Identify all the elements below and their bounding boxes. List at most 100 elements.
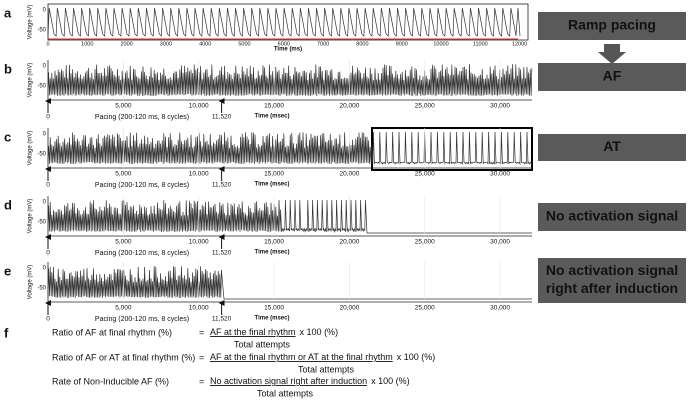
rhythm-label: Ramp pacing (568, 17, 656, 33)
formula-denominator: Total attempts (257, 388, 314, 398)
panel-letter: b (4, 61, 12, 76)
x-tick-label: 1000 (81, 41, 93, 47)
y-tick-label: -50 (37, 220, 46, 226)
formula-factor: x 100 (%) (371, 376, 410, 386)
formula-factor: x 100 (%) (397, 352, 436, 362)
y-axis-label: Voltage (mV) (28, 63, 34, 98)
y-tick-label: -50 (37, 84, 46, 90)
formula-name: Ratio of AF at final rhythm (%) (52, 327, 172, 337)
y-tick-label: 0 (43, 132, 47, 138)
pacing-label: Pacing (200-120 ms, 8 cycles) (95, 114, 189, 121)
rhythm-label-box (538, 258, 686, 303)
rhythm-label-box (538, 12, 686, 40)
x-tick-label: 9000 (396, 41, 408, 47)
formula-name: Ratio of AF or AT at final rhythm (%) (52, 352, 195, 362)
x-tick-label: 2000 (120, 41, 132, 47)
rhythm-label: right after induction (546, 280, 678, 296)
formula-denominator: Total attempts (298, 364, 355, 374)
x-tick-label: 15,000 (264, 171, 284, 178)
formula-name: Rate of Non-Inducible AF (%) (52, 376, 169, 386)
x-tick-label: 25,000 (415, 171, 435, 178)
rhythm-label-box (538, 63, 686, 91)
x-tick-label: 5,000 (115, 103, 132, 110)
voltage-trace (47, 199, 532, 234)
x-axis-label: Time (msec) (255, 316, 290, 322)
x-tick-label: 12000 (512, 41, 527, 47)
x-tick-label: 5,000 (115, 239, 132, 246)
y-tick-label: 0 (43, 8, 47, 14)
y-tick-label: -50 (37, 286, 46, 292)
y-tick-label: 0 (43, 266, 47, 272)
x-tick-label: 10,000 (189, 305, 209, 312)
y-tick-label: -50 (37, 152, 46, 158)
x-tick-label: 10,000 (189, 239, 209, 246)
x-tick-label: 25,000 (415, 239, 435, 246)
pacing-label: Pacing (200-120 ms, 8 cycles) (95, 250, 189, 257)
y-axis-label: Voltage (mV) (28, 5, 34, 40)
pacing-label: Pacing (200-120 ms, 8 cycles) (95, 316, 189, 323)
x-tick-label: 8000 (356, 41, 368, 47)
x-tick-label: 25,000 (415, 103, 435, 110)
x-tick-label: 20,000 (339, 103, 359, 110)
panel-letter: f (4, 325, 9, 340)
x-axis-label: Time (ms) (274, 47, 302, 53)
rhythm-label: AT (603, 138, 621, 154)
x-tick-label: 30,000 (490, 305, 510, 312)
x-tick-label: 15,000 (264, 103, 284, 110)
plot-frame (47, 3, 529, 41)
x-tick-label: 10,000 (189, 103, 209, 110)
x-tick-label: 3000 (160, 41, 172, 47)
x-tick-label: 11000 (473, 41, 488, 47)
marker-label: 11,520 (212, 114, 232, 121)
y-tick-label: 0 (43, 64, 47, 70)
x-axis-label: Time (msec) (255, 182, 290, 188)
voltage-trace (47, 266, 532, 300)
formula-line: No activation signal right after inducti… (210, 376, 410, 386)
y-axis-label: Voltage (mV) (28, 199, 34, 234)
formula-equals: = (199, 376, 204, 386)
formula-equals: = (199, 352, 204, 362)
x-tick-label: 5,000 (115, 305, 132, 312)
marker-label: 11,520 (212, 182, 232, 189)
panel-letter: d (4, 197, 12, 212)
formula-line: AF at the final rhythm x 100 (%) (210, 327, 338, 337)
marker-label: 0 (46, 114, 50, 121)
rhythm-label-box (538, 134, 686, 161)
flow-arrow (598, 44, 626, 64)
rhythm-label-box (538, 203, 686, 231)
formula-numerator: AF at the final rhythm or AT at the fina… (210, 352, 393, 362)
x-tick-label: 5000 (238, 41, 250, 47)
voltage-trace (47, 64, 533, 97)
x-tick-label: 20,000 (339, 171, 359, 178)
x-tick-label: 6000 (278, 41, 290, 47)
panel-letter: c (4, 129, 11, 144)
rhythm-label: AF (603, 68, 622, 84)
formula-equals: = (199, 327, 204, 337)
x-axis-label: Time (msec) (255, 250, 290, 256)
voltage-trace (47, 131, 533, 166)
x-tick-label: 10,000 (189, 171, 209, 178)
y-tick-label: 0 (43, 200, 47, 206)
x-tick-label: 30,000 (490, 171, 510, 178)
panel-letter: a (4, 5, 12, 20)
pacing-label: Pacing (200-120 ms, 8 cycles) (95, 182, 189, 189)
x-tick-label: 15,000 (264, 239, 284, 246)
marker-label: 0 (46, 182, 50, 189)
rhythm-label: No activation signal (546, 208, 678, 224)
x-tick-label: 5,000 (115, 171, 132, 178)
x-tick-label: 20,000 (339, 239, 359, 246)
formula-numerator: AF at the final rhythm (210, 327, 296, 337)
x-tick-label: 7000 (317, 41, 329, 47)
x-tick-label: 30,000 (490, 103, 510, 110)
formula-numerator: No activation signal right after inducti… (210, 376, 367, 386)
formula-line: AF at the final rhythm or AT at the fina… (210, 352, 435, 362)
formula-factor: x 100 (%) (300, 327, 339, 337)
marker-label: 0 (46, 316, 50, 323)
marker-label: 11,520 (212, 316, 232, 323)
y-axis-label: Voltage (mV) (28, 265, 34, 300)
marker-label: 0 (46, 250, 50, 257)
rhythm-label: No activation signal (546, 262, 678, 278)
x-tick-label: 15,000 (264, 305, 284, 312)
y-tick-label: -50 (37, 28, 46, 34)
